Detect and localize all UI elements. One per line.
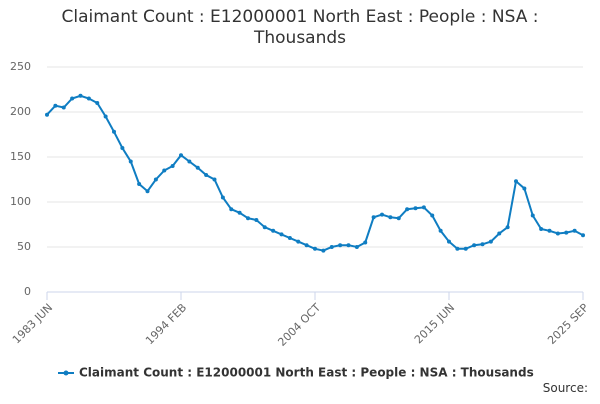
marker (204, 173, 209, 177)
marker (103, 114, 108, 119)
marker (246, 216, 250, 221)
marker (505, 225, 510, 230)
marker (396, 216, 401, 221)
marker (539, 227, 544, 231)
marker (279, 232, 284, 237)
marker (371, 215, 376, 220)
marker (472, 243, 477, 248)
marker (547, 228, 552, 233)
marker (145, 189, 150, 194)
y-tick-label: 100 (10, 195, 31, 208)
marker (522, 186, 527, 191)
x-tick-label: 2025 SEP (545, 301, 591, 347)
marker (271, 228, 276, 233)
marker (187, 159, 192, 164)
marker (254, 218, 259, 222)
y-tick-label: 200 (10, 105, 31, 118)
marker (86, 96, 91, 101)
marker (153, 177, 158, 182)
marker (405, 207, 410, 212)
x-tick-label: 2004 OCT (275, 301, 323, 349)
y-tick-label: 0 (24, 285, 31, 298)
marker (321, 248, 326, 253)
marker (53, 103, 58, 108)
marker (78, 93, 83, 98)
legend-marker (63, 370, 69, 376)
marker (497, 231, 502, 236)
y-tick-label: 250 (10, 60, 31, 73)
marker (564, 230, 569, 235)
marker (572, 228, 577, 233)
marker (262, 225, 267, 230)
marker (112, 129, 116, 134)
marker (363, 240, 368, 245)
marker (447, 239, 451, 244)
marker (70, 96, 75, 101)
marker (455, 246, 460, 251)
line (46, 94, 584, 252)
marker (354, 245, 359, 249)
marker (313, 246, 317, 251)
marker (488, 239, 493, 244)
marker (170, 164, 175, 168)
marker (338, 243, 343, 248)
marker (530, 213, 535, 218)
marker (581, 233, 585, 238)
marker (296, 239, 301, 244)
marker (480, 242, 485, 247)
marker (463, 246, 468, 251)
y-tick-label: 150 (10, 150, 31, 163)
marker (430, 213, 435, 218)
marker (388, 215, 393, 220)
marker (61, 105, 66, 110)
x-tick-label: 1983 JUN (10, 301, 55, 346)
x-tick-label: 2015 JUN (412, 301, 457, 346)
y-tick-label: 50 (17, 240, 31, 253)
marker (162, 168, 167, 173)
marker (555, 231, 560, 236)
marker (229, 207, 234, 212)
marker (438, 228, 443, 233)
marker (220, 195, 225, 200)
marker (514, 179, 518, 184)
marker (346, 243, 351, 248)
legend-label: Claimant Count : E12000001 North East : … (79, 366, 534, 380)
marker (421, 205, 426, 210)
marker (380, 212, 384, 217)
marker (95, 101, 100, 105)
marker (237, 210, 242, 215)
marker (212, 177, 217, 182)
marker (179, 153, 183, 158)
source: Source: (543, 381, 588, 395)
marker (128, 159, 133, 164)
marker (304, 243, 309, 248)
x-tick-label: 1994 FEB (143, 301, 189, 347)
marker (413, 206, 418, 211)
chart-title: Claimant Count : E12000001 North East : … (61, 7, 538, 48)
marker (120, 146, 125, 150)
marker (45, 112, 49, 117)
marker (195, 165, 200, 170)
marker (329, 245, 334, 249)
marker (287, 236, 292, 240)
marker (137, 182, 142, 186)
